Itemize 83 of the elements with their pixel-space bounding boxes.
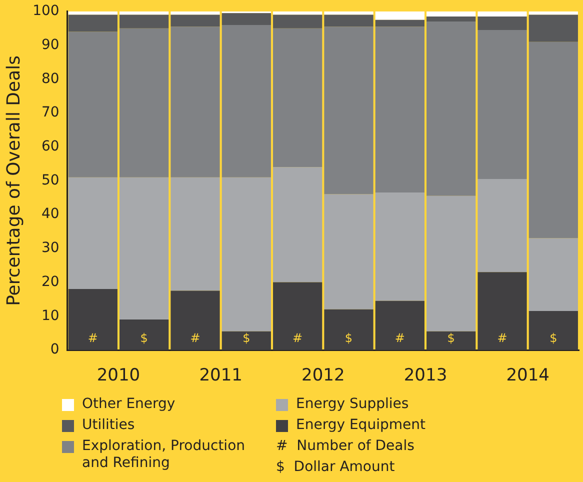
- bar: [478, 16, 527, 30]
- bar: [222, 331, 271, 350]
- legend-label: Exploration, Production and Refining: [82, 438, 246, 472]
- text: 2012: [302, 365, 345, 386]
- text: 2014: [506, 365, 550, 386]
- y-tick-label: 40: [41, 206, 60, 222]
- text: 2011: [199, 365, 242, 386]
- y-axis-title: Percentage of Overall Deals: [3, 55, 24, 306]
- bar: [273, 282, 322, 350]
- bar: [222, 24, 271, 178]
- bar: [170, 290, 220, 350]
- x-tick-label: $: [140, 331, 148, 346]
- bar: [478, 30, 527, 180]
- bar: [222, 177, 271, 332]
- bar: [68, 177, 118, 290]
- legend-label: Utilities: [82, 417, 135, 434]
- bar: [170, 11, 220, 15]
- bar: [222, 13, 271, 25]
- y-tick-label: 60: [41, 138, 60, 154]
- bar: [273, 14, 322, 28]
- bar: [426, 16, 476, 22]
- y-tick-label: 10: [41, 308, 60, 324]
- bar: [426, 331, 476, 350]
- bar: [528, 311, 578, 350]
- bar: [426, 11, 476, 16]
- bar: [170, 14, 220, 27]
- text: 2010: [96, 365, 140, 386]
- x-tick-label: #: [394, 331, 405, 346]
- bar: [426, 196, 476, 332]
- bar: [120, 14, 169, 28]
- bar: [273, 28, 322, 168]
- bar: [68, 32, 118, 178]
- y-tick-label: 100: [32, 3, 60, 20]
- bar: [528, 42, 578, 238]
- bar: [375, 11, 424, 20]
- bar: [273, 167, 322, 282]
- bar: [120, 11, 169, 15]
- x-tick-label: $: [344, 331, 353, 346]
- y-tick-label: 90: [41, 36, 60, 53]
- bar: [324, 14, 374, 27]
- bar: [170, 26, 220, 178]
- y-tick-label: 20: [41, 274, 60, 290]
- y-tick-label: 50: [41, 172, 60, 188]
- y-tick-label: 0: [50, 342, 60, 358]
- text: $ Dollar Amount: [276, 459, 395, 476]
- legend-label: Other Energy: [82, 396, 176, 413]
- bar: [170, 177, 220, 291]
- bar: [120, 320, 169, 350]
- bar: [426, 22, 476, 196]
- text: 2013: [404, 365, 448, 386]
- bar: [478, 272, 527, 350]
- x-tick-label: $: [242, 331, 250, 346]
- x-tick-label: #: [88, 331, 98, 346]
- y-tick-label: 30: [41, 240, 60, 256]
- y-tick-label: 80: [41, 70, 60, 87]
- bar: [375, 26, 424, 193]
- legend-label: Energy Equipment: [296, 417, 426, 434]
- bar: [375, 300, 424, 350]
- x-tick-label: $: [550, 331, 558, 346]
- x-tick-label: $: [447, 331, 455, 346]
- x-tick-label: #: [497, 331, 508, 346]
- bar: [375, 20, 424, 27]
- bar: [324, 194, 374, 310]
- x-tick-label: #: [292, 331, 303, 346]
- bar: [478, 179, 527, 272]
- legend-label: Energy Supplies: [296, 396, 409, 413]
- bar: [528, 14, 578, 42]
- bar: [120, 177, 169, 320]
- bar: [120, 28, 169, 178]
- bar: [478, 11, 527, 16]
- bar: [273, 11, 322, 15]
- bar: [324, 26, 374, 194]
- bar: [68, 11, 118, 15]
- bar: [528, 238, 578, 312]
- bar: [528, 11, 578, 15]
- text: # Number of Deals: [276, 438, 414, 455]
- bar: [68, 14, 118, 32]
- bar: [375, 192, 424, 301]
- bar: [324, 309, 374, 350]
- bar: [68, 289, 118, 350]
- x-tick-label: #: [190, 331, 200, 346]
- bar: [324, 11, 374, 15]
- y-tick-label: 70: [41, 104, 60, 121]
